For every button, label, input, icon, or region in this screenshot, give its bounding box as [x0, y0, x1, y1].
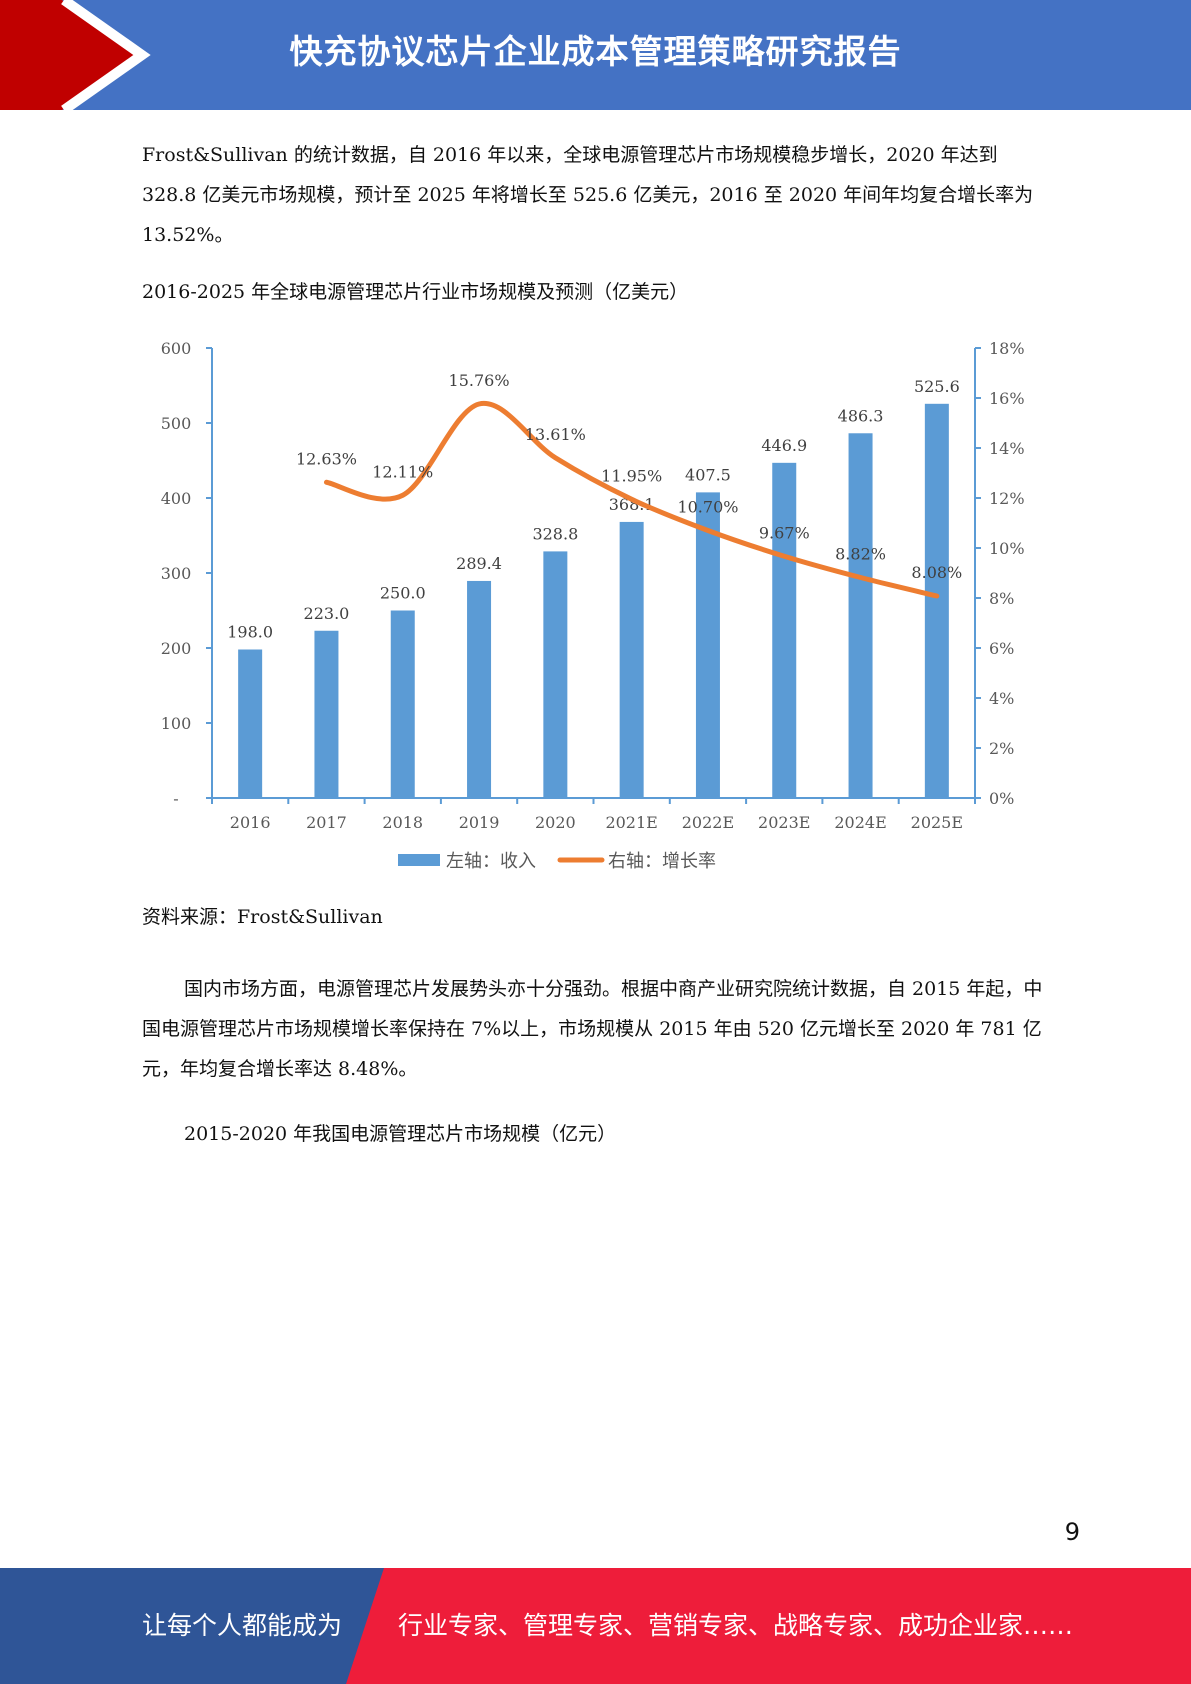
x-axis-tick-label: 2016: [230, 813, 271, 832]
domestic-paragraph: 国内市场方面，电源管理芯片发展势头亦十分强劲。根据中商产业研究院统计数据，自 2…: [142, 978, 1043, 1080]
revenue-bar-label: 250.0: [380, 584, 426, 603]
left-axis-tick-label: 500: [161, 414, 192, 433]
right-axis-tick-label: 0%: [989, 789, 1014, 808]
left-axis-tick-label: 600: [161, 339, 192, 358]
revenue-bar-label: 486.3: [838, 406, 884, 425]
domestic-chart-caption: 2015-2020 年我国电源管理芯片市场规模（亿元）: [184, 1123, 617, 1145]
x-axis-tick-label: 2017: [306, 813, 347, 832]
right-axis-tick-label: 14%: [989, 439, 1025, 458]
right-axis-tick-label: 2%: [989, 739, 1014, 758]
footer-slogan-right: 行业专家、管理专家、营销专家、战略专家、成功企业家……: [398, 1611, 1074, 1640]
growth-rate-label: 12.63%: [296, 449, 357, 468]
chart-source: 资料来源：Frost&Sullivan: [142, 906, 383, 928]
report-header: 快充协议芯片企业成本管理策略研究报告: [0, 0, 1191, 110]
right-axis-tick-label: 10%: [989, 539, 1025, 558]
revenue-bar-label: 198.0: [227, 623, 273, 642]
revenue-bar: [619, 521, 644, 798]
growth-rate-label: 8.08%: [911, 563, 962, 582]
revenue-bar: [772, 462, 797, 798]
left-axis-tick-label: 100: [161, 714, 192, 733]
x-axis-tick-label: 2021E: [605, 813, 657, 832]
revenue-bar-label: 223.0: [304, 604, 350, 623]
revenue-bar-label: 407.5: [685, 465, 731, 484]
x-axis-tick-label: 2020: [535, 813, 576, 832]
growth-rate-label: 13.61%: [525, 425, 586, 444]
revenue-bar-label: 368.1: [609, 495, 655, 514]
revenue-bar: [467, 580, 492, 798]
revenue-bar-label: 289.4: [456, 554, 502, 573]
chart-caption: 2016-2025 年全球电源管理芯片行业市场规模及预测（亿美元）: [142, 281, 689, 303]
right-axis-tick-label: 4%: [989, 689, 1014, 708]
revenue-bar: [695, 492, 720, 798]
revenue-bar: [238, 649, 263, 798]
growth-rate-label: 8.82%: [835, 545, 886, 564]
legend-label-revenue: 左轴：收入: [446, 851, 536, 872]
revenue-bar-label: 525.6: [914, 377, 960, 396]
left-axis-tick-label: 400: [161, 489, 192, 508]
footer-slogan-left: 让每个人都能成为: [142, 1611, 343, 1640]
growth-rate-label: 15.76%: [449, 371, 510, 390]
x-axis-tick-label: 2025E: [911, 813, 963, 832]
market-size-chart: - 100 200 300 400 500 600 0% 2% 4% 6% 8% 10% 12% 14% 16…: [161, 339, 1025, 872]
revenue-bar-label: 328.8: [532, 524, 578, 543]
x-axis-tick-label: 2023E: [758, 813, 810, 832]
growth-rate-label: 9.67%: [759, 523, 810, 542]
revenue-bar-label: 446.9: [761, 436, 807, 455]
x-axis-tick-label: 2022E: [682, 813, 734, 832]
revenue-bar: [924, 403, 949, 798]
growth-rate-line: [323, 400, 940, 599]
growth-rate-label: 12.11%: [372, 462, 433, 481]
revenue-bar: [314, 630, 339, 798]
growth-rate-label: 11.95%: [601, 466, 662, 485]
right-axis-tick-label: 16%: [989, 389, 1025, 408]
revenue-bar: [848, 433, 873, 798]
intro-paragraph: Frost&Sullivan 的统计数据，自 2016 年以来，全球电源管理芯片…: [142, 144, 1034, 246]
header-chevron-decoration: [0, 0, 151, 110]
right-axis-tick-label: 8%: [989, 589, 1014, 608]
legend-swatch-revenue: [398, 854, 440, 866]
x-axis-tick-label: 2019: [459, 813, 500, 832]
report-title: 快充协议芯片企业成本管理策略研究报告: [289, 32, 902, 71]
x-axis-tick-label: 2018: [382, 813, 423, 832]
revenue-bar: [543, 551, 568, 798]
right-axis-tick-label: 18%: [989, 339, 1025, 358]
legend-label-growth: 右轴：增长率: [608, 851, 716, 872]
report-footer: 让每个人都能成为 行业专家、管理专家、营销专家、战略专家、成功企业家……: [0, 1568, 1191, 1684]
right-axis-tick-label: 6%: [989, 639, 1014, 658]
right-axis-tick-label: 12%: [989, 489, 1025, 508]
page-number: 9: [1064, 1518, 1080, 1546]
footer-background: [0, 1568, 1191, 1684]
growth-rate-label: 10.70%: [677, 498, 738, 517]
left-axis-tick-label: 200: [161, 639, 192, 658]
x-axis-tick-label: 2024E: [834, 813, 886, 832]
left-axis-tick-label: -: [173, 789, 178, 808]
revenue-bar: [390, 610, 415, 798]
left-axis-tick-label: 300: [161, 564, 192, 583]
